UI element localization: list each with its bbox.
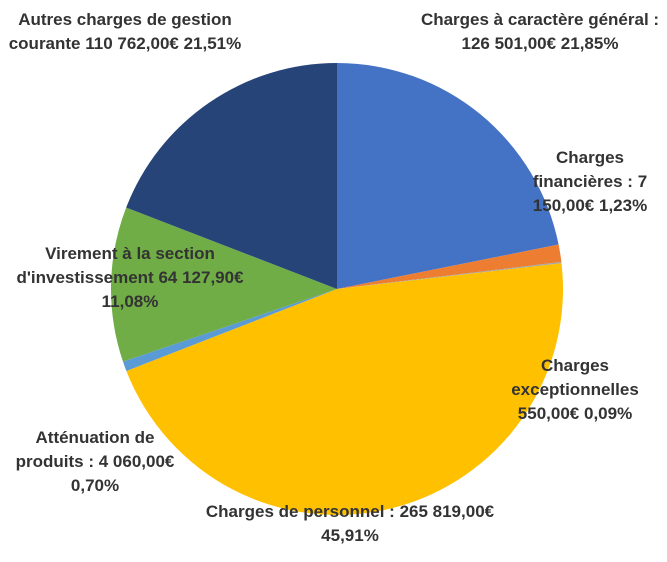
slice-label: Atténuation de produits : 4 060,00€ 0,70… bbox=[0, 426, 190, 498]
slice-amount: 7 150,00€ bbox=[532, 172, 648, 215]
slice-amount: 126 501,00€ bbox=[461, 34, 557, 53]
slice-percent: 21,85% bbox=[560, 34, 619, 53]
slice-percent: 1,23% bbox=[598, 196, 648, 215]
slice-amount: 265 819,00€ bbox=[399, 502, 495, 521]
slice-name: Atténuation de produits : bbox=[15, 428, 155, 471]
slice-label: Charges financières : 7 150,00€ 1,23% bbox=[520, 146, 660, 218]
slice-label: Virement à la section d'investissement 6… bbox=[5, 242, 255, 314]
slice-label: Autres charges de gestion courante 110 7… bbox=[5, 8, 245, 56]
slice-amount: 550,00€ bbox=[517, 404, 580, 423]
slice-name: Charges à caractère général : bbox=[420, 10, 660, 29]
pie-slice bbox=[126, 263, 564, 515]
slice-name: Virement à la section d'investissement bbox=[16, 244, 215, 287]
pie-slice bbox=[126, 63, 337, 289]
pie-slice bbox=[337, 261, 562, 289]
slice-name: Autres charges de gestion courante bbox=[8, 10, 232, 53]
slice-percent: 0,09% bbox=[583, 404, 633, 423]
slice-label: Charges à caractère général : 126 501,00… bbox=[420, 8, 660, 56]
pie-slice bbox=[337, 63, 559, 289]
pie-slice bbox=[122, 289, 337, 371]
slice-name: Charges financières : bbox=[532, 148, 633, 191]
slice-name: Charges de personnel : bbox=[205, 502, 395, 521]
pie-slice bbox=[111, 207, 338, 362]
slice-percent: 0,70% bbox=[70, 476, 120, 495]
slice-amount: 4 060,00€ bbox=[98, 452, 175, 471]
slice-amount: 110 762,00€ bbox=[85, 34, 179, 53]
slice-amount: 64 127,90€ bbox=[158, 268, 244, 287]
slice-percent: 45,91% bbox=[321, 526, 379, 545]
slice-percent: 11,08% bbox=[101, 292, 159, 311]
slice-name: Charges exceptionnelles bbox=[511, 356, 639, 399]
slice-percent: 21,51% bbox=[183, 34, 242, 53]
pie-slice bbox=[337, 244, 562, 289]
slice-label: Charges de personnel : 265 819,00€ 45,91… bbox=[205, 500, 495, 548]
slice-label: Charges exceptionnelles 550,00€ 0,09% bbox=[485, 354, 665, 426]
